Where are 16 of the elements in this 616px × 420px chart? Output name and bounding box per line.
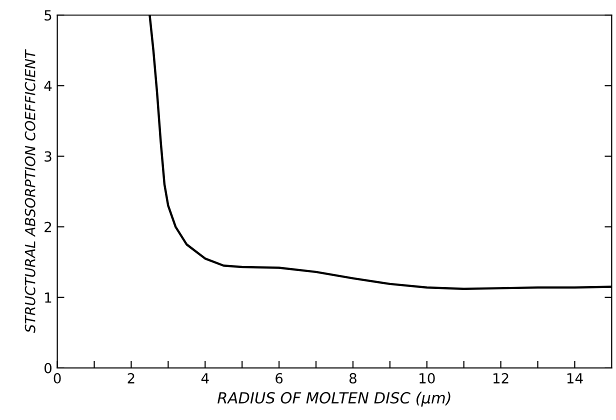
y-axis-title: STRUCTURAL ABSORPTION COEFFICIENT xyxy=(24,49,36,333)
x-tick-label: 12 xyxy=(493,373,508,384)
y-tick-label: 5 xyxy=(44,10,52,21)
x-tick-label: 0 xyxy=(54,373,61,384)
y-tick-label: 4 xyxy=(44,80,52,91)
x-tick-label: 6 xyxy=(276,373,283,384)
x-axis-title: RADIUS OF MOLTEN DISC (μm) xyxy=(218,392,450,407)
x-tick-label: 14 xyxy=(567,373,583,384)
x-tick-label: 2 xyxy=(128,373,134,384)
x-tick-label: 4 xyxy=(201,373,209,384)
y-tick-label: 1 xyxy=(45,292,52,303)
x-tick-label: 10 xyxy=(420,373,435,384)
y-tick-label: 0 xyxy=(44,362,52,374)
y-tick-label: 3 xyxy=(44,151,52,162)
y-tick-label: 2 xyxy=(44,222,52,232)
x-tick-label: 8 xyxy=(349,373,356,384)
